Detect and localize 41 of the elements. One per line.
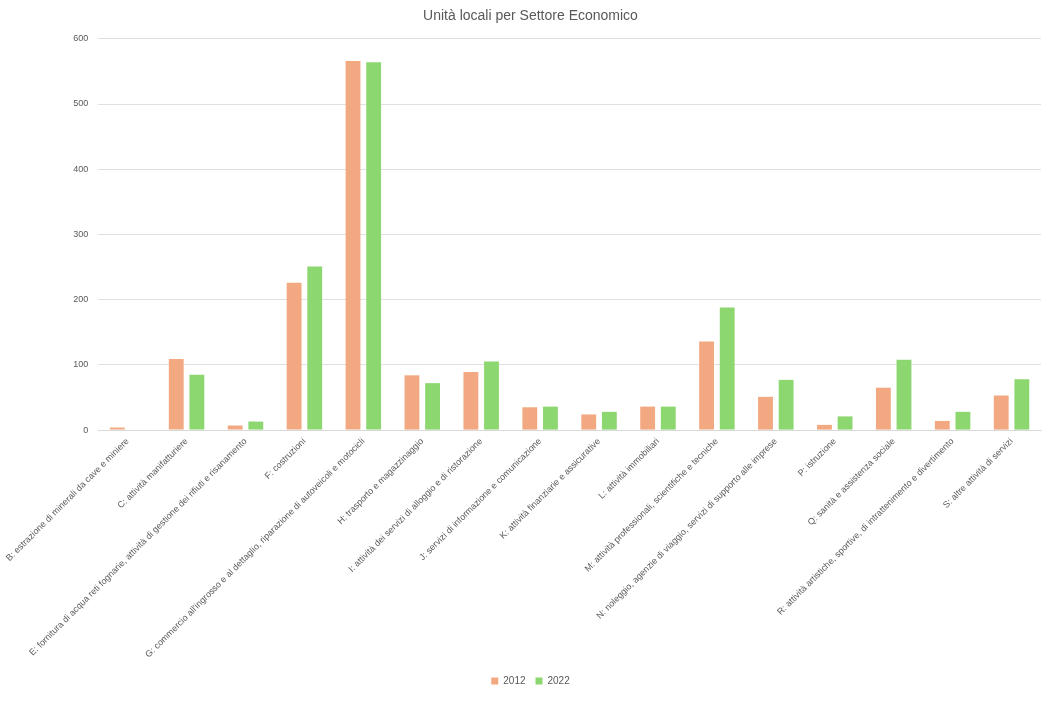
- bar: [837, 416, 853, 430]
- bar: [778, 379, 794, 430]
- bar: [366, 62, 382, 430]
- bar: [227, 425, 243, 430]
- bar: [189, 374, 205, 430]
- bar: [168, 359, 184, 430]
- bar: [934, 420, 950, 430]
- y-tick-label: 600: [73, 33, 89, 44]
- legend-label: 2012: [503, 674, 526, 686]
- bar: [993, 395, 1009, 430]
- y-tick-label: 0: [83, 424, 89, 435]
- bar: [581, 414, 597, 430]
- y-tick-label: 300: [73, 228, 89, 239]
- bar: [543, 406, 558, 430]
- legend-label: 2022: [547, 674, 571, 686]
- bar: [758, 396, 773, 430]
- bar: [955, 411, 971, 430]
- bar: [286, 282, 302, 430]
- bar: [307, 266, 323, 430]
- bar: [109, 427, 125, 430]
- bar: [484, 361, 499, 430]
- y-tick-label: 400: [73, 163, 89, 174]
- bar: [345, 60, 361, 430]
- bar: [404, 375, 420, 430]
- bar: [601, 411, 617, 430]
- bar: [522, 407, 538, 430]
- bar: [817, 424, 832, 430]
- y-tick-label: 200: [73, 294, 89, 305]
- bar: [719, 307, 735, 430]
- bar: [463, 372, 479, 430]
- bar: [875, 387, 891, 430]
- bar: [699, 341, 715, 430]
- bar: [425, 383, 440, 430]
- bar: [660, 406, 676, 430]
- chart-title: Unità locali per Settore Economico: [423, 7, 639, 24]
- bar: [640, 406, 656, 430]
- bar: [248, 421, 264, 430]
- bar: [896, 359, 912, 430]
- bar: [1014, 379, 1030, 430]
- y-tick-label: 500: [73, 98, 89, 109]
- y-tick-label: 100: [73, 359, 89, 370]
